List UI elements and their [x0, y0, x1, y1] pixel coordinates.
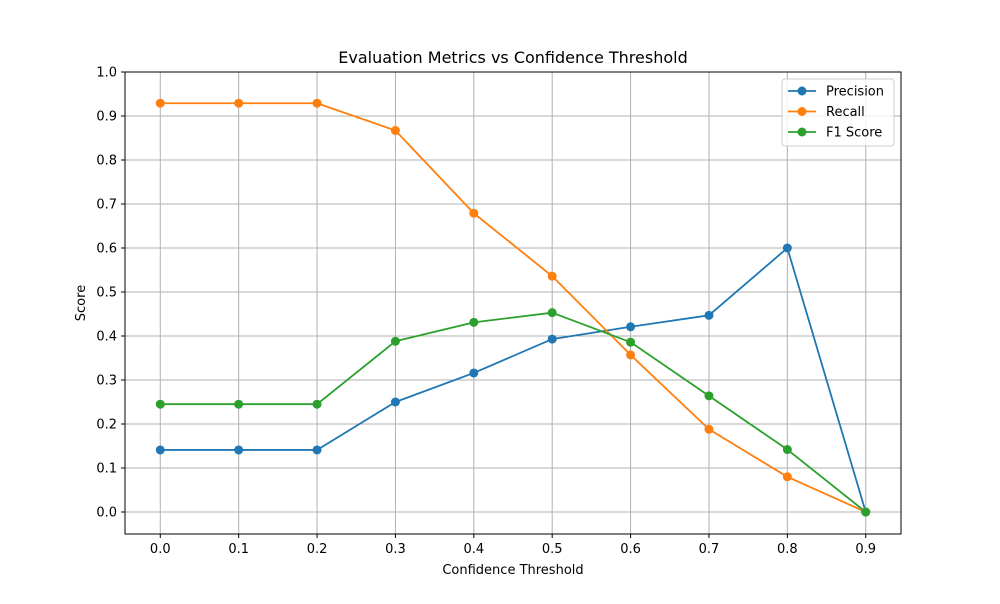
- f1-score-point: [312, 399, 322, 409]
- f1-score-point: [469, 317, 479, 327]
- series-markers: [155, 98, 871, 517]
- y-axis-ticks: 0.0 0.1 0.2 0.3 0.4 0.5 0.6 0.7 0.8 0.9 1.0: [96, 66, 125, 521]
- precision-line: [160, 247, 867, 513]
- x-tick-label: 0.5: [542, 542, 563, 557]
- f1-score-point: [704, 391, 714, 401]
- x-tick-label: 0.6: [620, 542, 641, 557]
- recall-point: [547, 271, 557, 281]
- y-tick-label: 0.7: [96, 198, 117, 213]
- x-tick-label: 0.3: [385, 542, 406, 557]
- y-tick-label: 0.1: [96, 462, 117, 477]
- f1-score-point: [626, 337, 636, 347]
- y-tick-label: 0.6: [96, 242, 117, 257]
- f1-score-point: [155, 399, 165, 409]
- precision-point: [312, 445, 322, 455]
- legend-precision-label: Precision: [826, 85, 884, 100]
- precision-point: [234, 445, 244, 455]
- recall-point: [234, 98, 244, 108]
- x-tick-label: 0.4: [463, 542, 484, 557]
- y-tick-label: 0.2: [96, 418, 117, 433]
- y-tick-label: 0.8: [96, 154, 117, 169]
- recall-point: [704, 424, 714, 434]
- y-tick-label: 0.5: [96, 286, 117, 301]
- legend-recall-label: Recall: [826, 105, 865, 120]
- recall-point: [782, 472, 792, 482]
- y-tick-label: 0.0: [96, 506, 117, 521]
- precision-point: [782, 243, 792, 253]
- recall-point: [626, 350, 636, 360]
- x-tick-label: 0.1: [228, 542, 249, 557]
- x-tick-label: 0.7: [699, 542, 720, 557]
- legend: Precision Recall F1 Score: [781, 78, 895, 147]
- chart-title: Evaluation Metrics vs Confidence Thresho…: [338, 48, 687, 67]
- precision-point: [155, 445, 165, 455]
- grid-lines: [125, 71, 901, 534]
- precision-point: [390, 397, 400, 407]
- y-tick-label: 0.9: [96, 110, 117, 125]
- precision-point: [469, 368, 479, 378]
- x-tick-label: 0.9: [855, 542, 876, 557]
- recall-line: [160, 102, 867, 513]
- precision-point: [704, 310, 714, 320]
- f1-score-point: [861, 507, 871, 517]
- recall-point: [469, 208, 479, 218]
- precision-point: [547, 334, 557, 344]
- x-tick-label: 0.2: [307, 542, 328, 557]
- legend-box: [781, 78, 895, 147]
- legend-precision-marker: [797, 86, 807, 96]
- recall-point: [390, 126, 400, 136]
- f1-score-point: [782, 445, 792, 455]
- x-axis-ticks: 0.0 0.1 0.2 0.3 0.4 0.5 0.6 0.7 0.8 0.9: [150, 534, 876, 557]
- recall-point: [155, 98, 165, 108]
- legend-recall-marker: [797, 107, 807, 116]
- f1-score-point: [234, 399, 244, 409]
- legend-items: Precision Recall F1 Score: [788, 85, 884, 141]
- y-tick-label: 1.0: [96, 66, 117, 81]
- legend-f1-score-marker: [797, 127, 807, 137]
- f1-score-point: [390, 336, 400, 346]
- precision-point: [626, 322, 636, 332]
- f1-score-line: [160, 311, 867, 513]
- x-axis-label: Confidence Threshold: [442, 563, 583, 578]
- legend-f1-score-label: F1 Score: [826, 126, 882, 141]
- series-lines: [160, 102, 867, 513]
- x-tick-label: 0.0: [150, 542, 171, 557]
- x-tick-label: 0.8: [777, 542, 798, 557]
- f1-score-point: [547, 308, 557, 318]
- y-tick-label: 0.4: [96, 330, 117, 345]
- y-axis-label: Score: [74, 285, 89, 321]
- y-tick-label: 0.3: [96, 374, 117, 389]
- recall-point: [312, 98, 322, 108]
- plot-frame: [124, 71, 902, 535]
